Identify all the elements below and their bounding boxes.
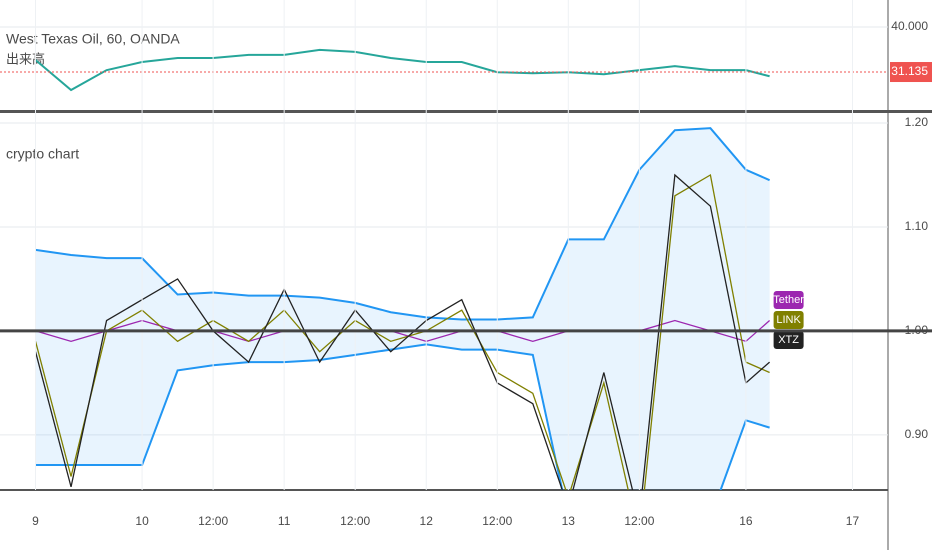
series-tag — [773, 311, 804, 329]
x-tick-label: 11 — [278, 514, 291, 528]
series-tag — [773, 291, 804, 309]
x-tick-label: 12:00 — [198, 514, 228, 528]
band-line — [35, 127, 771, 321]
band-fill — [35, 128, 770, 490]
pane-separator — [0, 110, 932, 113]
price-axis — [888, 0, 932, 550]
series-tag — [773, 331, 804, 349]
x-tick-label: 12 — [420, 514, 434, 528]
series-line — [34, 173, 771, 490]
y-tick-label: 40.000 — [891, 19, 928, 33]
last-price-tag — [890, 62, 932, 83]
last-price-label: 31.135 — [891, 64, 928, 78]
x-tick-label: 16 — [739, 514, 753, 528]
x-tick-label: 10 — [135, 514, 149, 528]
x-tick-label: 13 — [562, 514, 576, 528]
series-tag-label: Tether — [773, 294, 804, 306]
x-tick-label: 12:00 — [482, 514, 512, 528]
band-line — [35, 343, 770, 490]
y-tick-label: 0.90 — [905, 427, 929, 441]
x-tick-label: 9 — [32, 514, 39, 528]
plot-area — [0, 26, 888, 92]
x-tick-label: 17 — [846, 514, 860, 528]
price-line — [34, 48, 770, 92]
x-tick-label: 12:00 — [624, 514, 654, 528]
pane-title: crypto chart — [6, 146, 79, 162]
series-tag-label: XTZ — [778, 334, 799, 346]
series-tag-label: LINK — [776, 314, 801, 326]
y-tick-label: 1.10 — [905, 219, 929, 233]
x-tick-label: 12:00 — [340, 514, 370, 528]
y-tick-label: 1.20 — [905, 115, 929, 129]
pane-title: West Texas Oil, 60, OANDA — [6, 31, 180, 47]
